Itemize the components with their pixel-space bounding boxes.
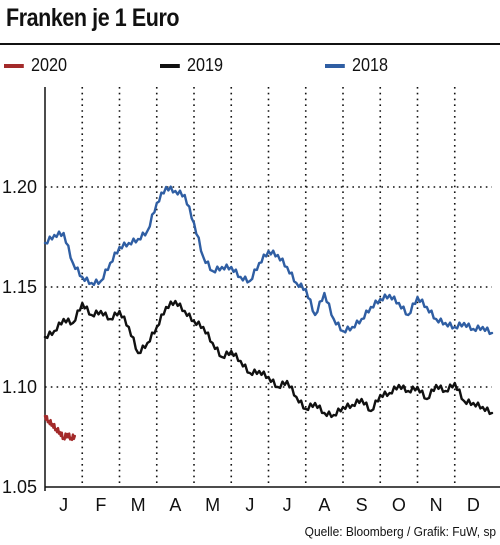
y-tick-label: 1.05 bbox=[2, 477, 37, 497]
y-tick-label: 1.15 bbox=[2, 277, 37, 297]
chart-title: Franken je 1 Euro bbox=[6, 4, 180, 32]
legend-label-2019: 2019 bbox=[187, 55, 224, 75]
legend: 2020 2019 2018 bbox=[0, 55, 500, 81]
x-tick-label: A bbox=[169, 495, 181, 515]
legend-swatch-2019 bbox=[160, 63, 180, 68]
line-chart: 1.05 1.10 1.15 1.20 J F M A M J J A S O N D bbox=[2, 87, 500, 515]
x-tick-label: M bbox=[205, 495, 220, 515]
x-tick-label: F bbox=[95, 495, 106, 515]
source-note: Quelle: Bloomberg / Grafik: FuW, sp bbox=[304, 524, 496, 539]
y-tick-label: 1.10 bbox=[2, 377, 37, 397]
x-tick-label: N bbox=[430, 495, 443, 515]
x-tick-label: D bbox=[467, 495, 480, 515]
x-tick-label: A bbox=[318, 495, 330, 515]
x-tick-label: J bbox=[59, 495, 68, 515]
legend-swatch-2018 bbox=[325, 63, 345, 68]
x-tick-label: S bbox=[356, 495, 368, 515]
title-rule bbox=[0, 43, 500, 45]
legend-label-2018: 2018 bbox=[352, 55, 389, 75]
x-tick-label: J bbox=[245, 495, 254, 515]
x-tick-label: O bbox=[392, 495, 406, 515]
legend-item-2020: 2020 bbox=[4, 55, 67, 76]
series-line-2018 bbox=[43, 185, 494, 336]
legend-item-2018: 2018 bbox=[325, 55, 388, 76]
legend-item-2019: 2019 bbox=[160, 55, 223, 76]
legend-label-2020: 2020 bbox=[31, 55, 68, 75]
x-tick-label: J bbox=[283, 495, 292, 515]
x-tick-label: M bbox=[131, 495, 146, 515]
series-line-2019 bbox=[43, 299, 494, 419]
y-tick-label: 1.20 bbox=[2, 177, 37, 197]
legend-swatch-2020 bbox=[4, 63, 24, 68]
series-line-2020 bbox=[43, 414, 76, 442]
